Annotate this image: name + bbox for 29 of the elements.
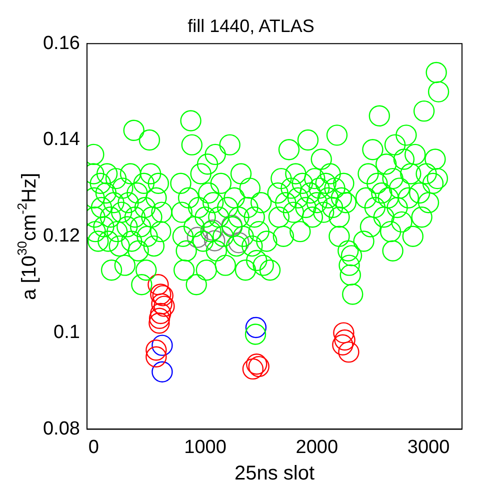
point xyxy=(148,274,169,296)
y-tick-label: 0.08 xyxy=(42,418,80,440)
point xyxy=(150,302,172,324)
x-tick-label: 3000 xyxy=(407,436,450,458)
point xyxy=(334,329,356,351)
point xyxy=(148,312,170,334)
point xyxy=(338,341,360,363)
point xyxy=(146,340,167,361)
point xyxy=(333,322,354,344)
point xyxy=(245,316,267,338)
y-axis-title: a [1030cm-2Hz] xyxy=(14,172,41,300)
x-axis-title: 25ns slot xyxy=(234,462,315,485)
x-tick-label: 0 xyxy=(88,436,99,458)
point xyxy=(332,334,354,356)
y-tick-label: 0.14 xyxy=(42,129,80,150)
point xyxy=(146,346,167,368)
point xyxy=(152,361,173,382)
point xyxy=(152,334,173,356)
point xyxy=(148,308,170,329)
chart-title: fill 1440, ATLAS xyxy=(188,16,314,36)
y-tick-label: 0.1 xyxy=(54,322,80,344)
point xyxy=(186,226,208,248)
x-tick-label: 2000 xyxy=(296,436,338,458)
point xyxy=(242,358,264,380)
point xyxy=(228,232,250,254)
y-tick-label: 0.16 xyxy=(42,32,80,54)
x-tick-label: 1000 xyxy=(184,436,226,458)
y-tick-label: 0.12 xyxy=(42,226,80,247)
point xyxy=(204,230,226,252)
